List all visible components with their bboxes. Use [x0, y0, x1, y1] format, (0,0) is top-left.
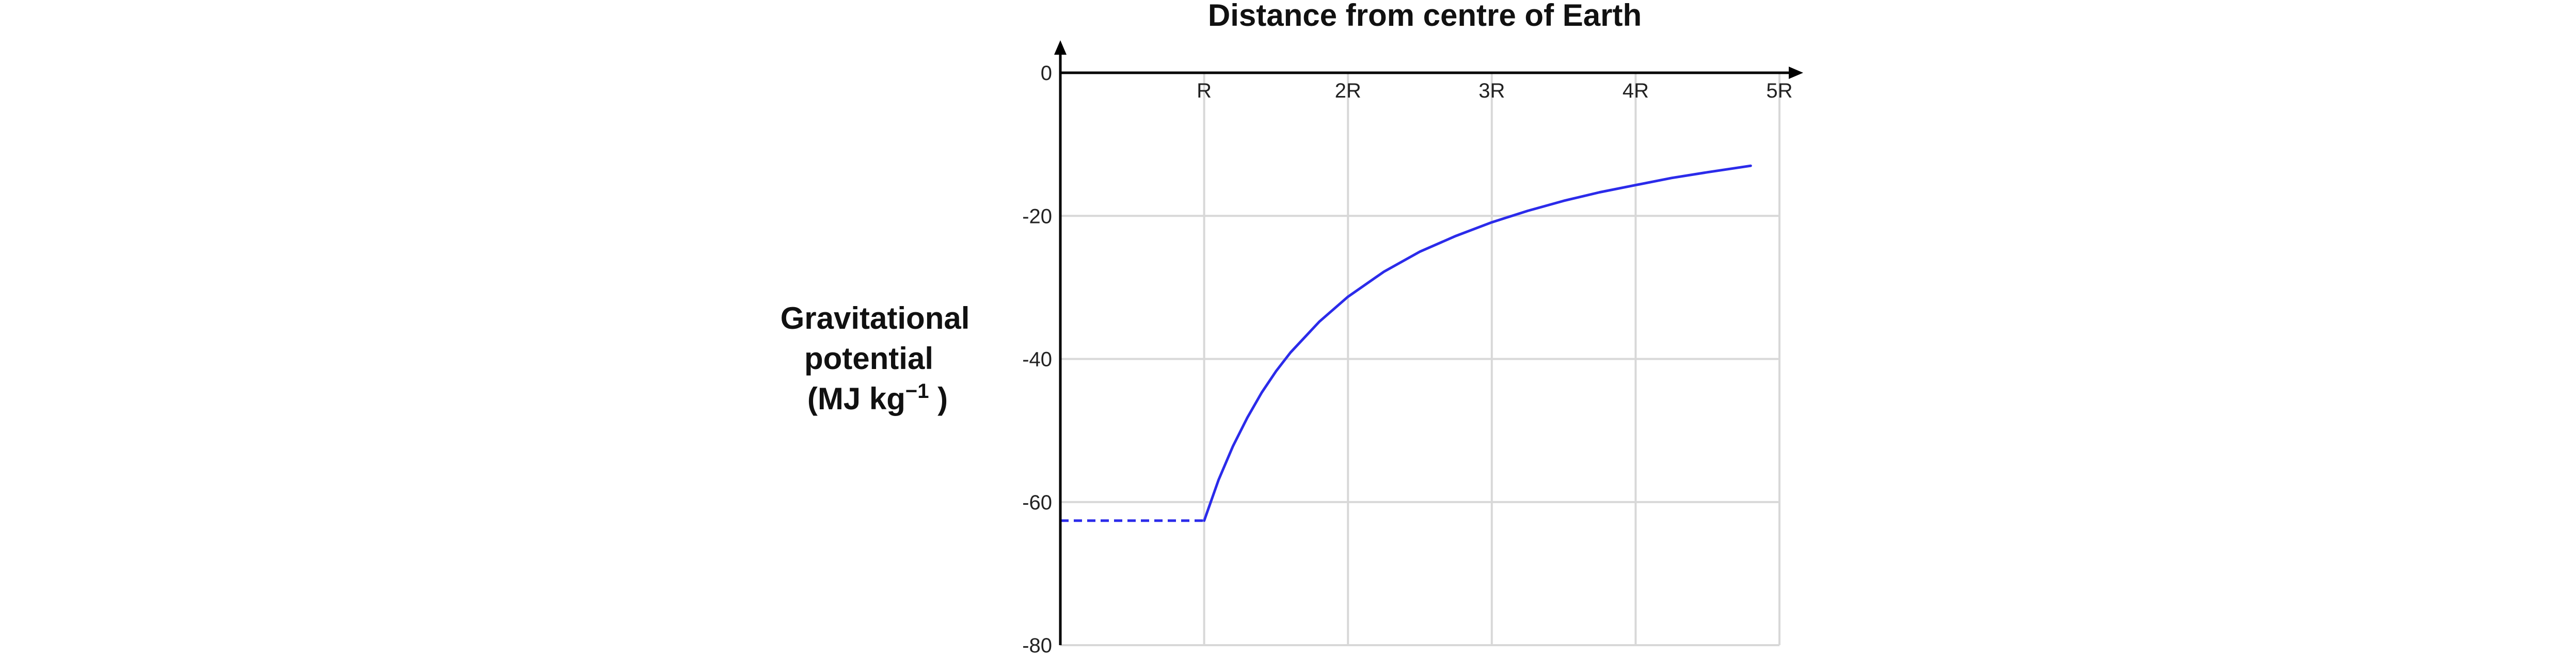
x-tick-labels: R 2R 3R 4R 5R [1197, 79, 1792, 102]
axes [1054, 40, 1803, 645]
x-axis-arrowhead [1789, 67, 1803, 79]
y-tick-label-2: -20 [1022, 205, 1052, 228]
y-axis-label-line-2: potential [804, 341, 933, 376]
y-tick-label-4: -60 [1022, 491, 1052, 514]
y-axis-label: Gravitational potential (MJ kg−1 ) [781, 301, 970, 416]
chart-title: Distance from centre of Earth [1208, 0, 1642, 33]
y-axis-arrowhead [1054, 40, 1067, 55]
y-axis-label-line-1: Gravitational [781, 301, 970, 335]
y-tick-labels: 0 -20 -40 -60 -80 [1022, 62, 1052, 656]
x-tick-label-5: 5R [1766, 79, 1792, 102]
y-tick-label-5: -80 [1022, 634, 1052, 656]
x-tick-label-1: R [1197, 79, 1212, 102]
y-axis-unit-superscript: −1 [905, 380, 929, 403]
y-axis-label-unit: (MJ kg−1 ) [807, 380, 948, 416]
grid [1060, 73, 1780, 646]
y-axis-unit-prefix: (MJ kg [807, 381, 905, 416]
series-layer [1060, 164, 1752, 522]
y-tick-label-3: -40 [1022, 348, 1052, 371]
x-tick-label-2: 2R [1335, 79, 1361, 102]
y-axis-unit-suffix: ) [929, 381, 948, 416]
x-tick-label-4: 4R [1623, 79, 1649, 102]
y-tick-label-1: 0 [1041, 62, 1052, 85]
x-tick-label-3: 3R [1478, 79, 1505, 102]
series-outside-earth-curve [1203, 164, 1752, 522]
